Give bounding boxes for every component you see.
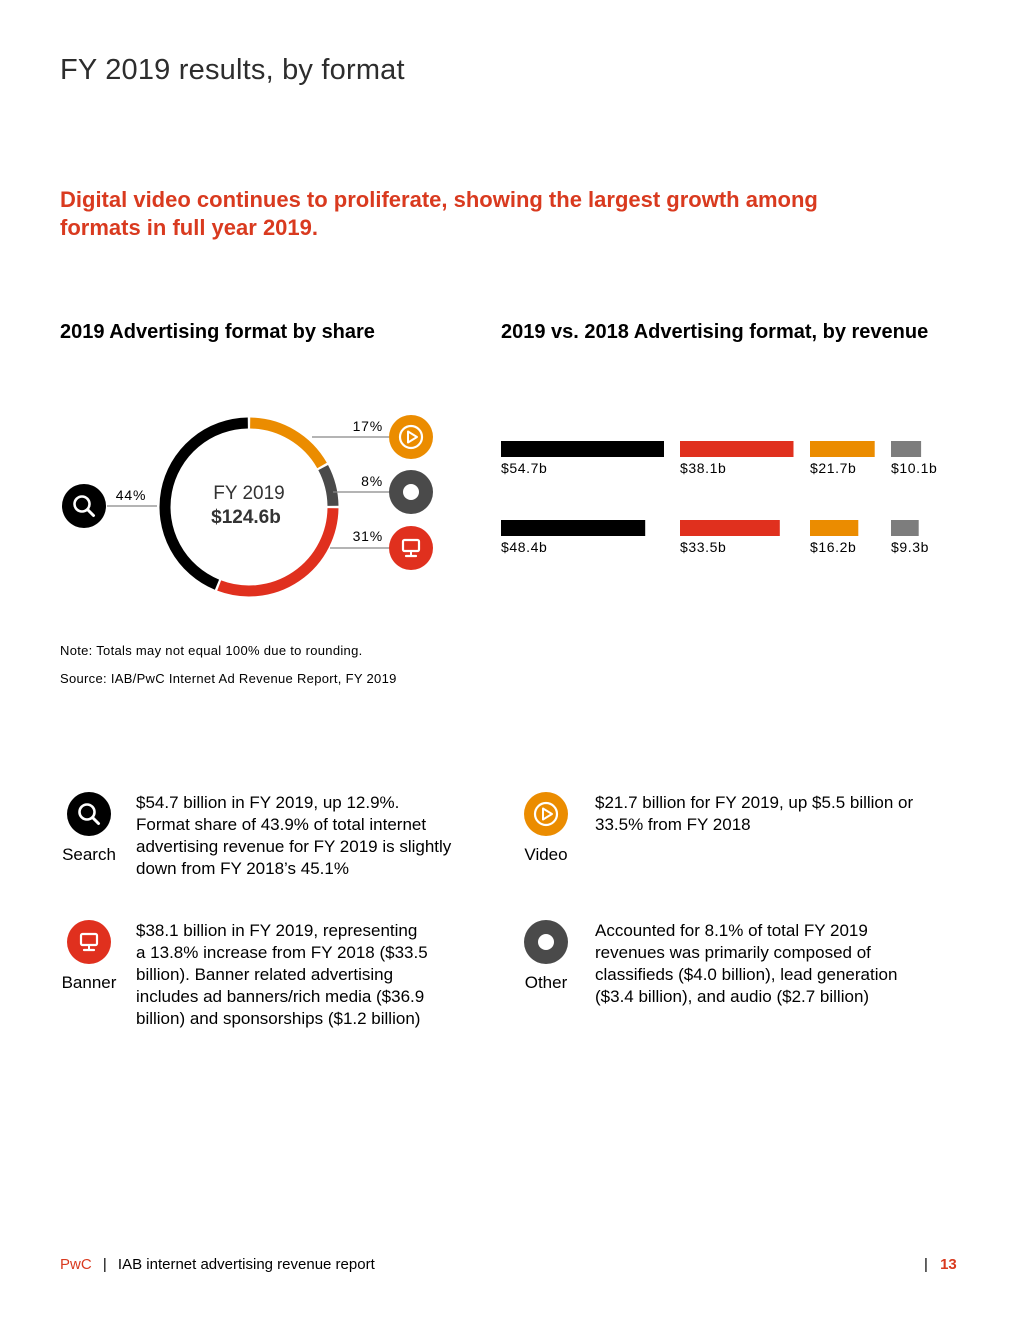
legend-line: 33.5% from FY 2018 [595,815,751,834]
rounding-note: Note: Totals may not equal 100% due to r… [60,643,363,658]
search-icon [67,792,111,836]
legend-label-other: Other [524,973,568,992]
donut-center-label: FY 2019 [213,483,284,504]
search-icon [62,484,106,528]
donut-center-value: $124.6b [211,507,281,528]
slice-label-other: 8% [361,473,383,489]
footer-separator: | [102,1256,107,1273]
footer: PwC | IAB internet advertising revenue r… [60,1256,375,1273]
bar-label-other-2: $9.3b [891,539,929,555]
bar-video-2 [810,520,859,536]
footer-page: | 13 [924,1256,957,1273]
legend-line: a 13.8% increase from FY 2018 ($33.5 [136,943,428,962]
headline: Digital video continues to proliferate, … [60,187,818,240]
bar-other-1 [891,441,922,457]
legend-line: billion) and sponsorships ($1.2 billion) [136,1009,421,1028]
donut-chart: 44% 17% 8% 31% FY 2019 $124.6b [62,415,433,597]
legend-text-video: $21.7 billion for FY 2019, up $5.5 billi… [595,792,975,836]
bar-banner-2 [680,520,780,536]
legend-line: classifieds ($4.0 billion), lead generat… [595,965,898,984]
legend-text-banner: $38.1 billion in FY 2019, representing a… [136,920,496,1030]
slice-label-banner: 31% [353,528,383,544]
bar-label-video-1: $21.7b [810,460,856,476]
legend-line: Accounted for 8.1% of total FY 2019 [595,921,868,940]
donut-chart-title: 2019 Advertising format by share [60,321,375,343]
slice-label-video: 17% [353,418,383,434]
legend-label-video: Video [524,845,568,864]
legend-line: advertising revenue for FY 2019 is sligh… [136,837,452,856]
donut-slice-banner [217,508,339,597]
source-note: Source: IAB/PwC Internet Ad Revenue Repo… [60,671,397,686]
footer-page-separator: | [924,1256,928,1273]
legend-line: includes ad banners/rich media ($36.9 [136,987,425,1006]
slice-label-search: 44% [116,487,146,503]
legend-line: ($3.4 billion), and audio ($2.7 billion) [595,987,870,1006]
donut-slice-video [249,417,327,469]
bar-label-search-1: $54.7b [501,460,547,476]
legend-line: down from FY 2018’s 45.1% [136,859,349,878]
monitor-icon [389,526,433,570]
legend-line: $21.7 billion for FY 2019, up $5.5 billi… [595,793,914,812]
bar-label-search-2: $48.4b [501,539,547,555]
footer-brand: PwC [60,1256,92,1273]
page-title: FY 2019 results, by format [60,54,405,86]
legend-label-banner: Banner [61,973,117,992]
legend-line: revenues was primarily composed of [595,943,871,962]
play-icon [389,415,433,459]
bar-chart: $54.7b $38.1b $21.7b $10.1b $48.4b $33.5b $16.… [501,441,937,555]
disc-icon [389,470,433,514]
legend-line: $54.7 billion in FY 2019, up 12.9%. [136,793,400,812]
bar-video-1 [810,441,875,457]
legend-line: billion). Banner related advertising [136,965,394,984]
bar-other-2 [891,520,919,536]
legend-line: $38.1 billion in FY 2019, representing [136,921,418,940]
bar-search-2 [501,520,646,536]
bar-label-video-2: $16.2b [810,539,856,555]
monitor-icon [67,920,111,964]
bar-label-banner-1: $38.1b [680,460,726,476]
legend-text-other: Accounted for 8.1% of total FY 2019 reve… [595,920,975,1008]
page-number: 13 [940,1256,957,1273]
legend-line: Format share of 43.9% of total internet [136,815,427,834]
disc-icon [524,920,568,964]
footer-report-name: IAB internet advertising revenue report [117,1256,375,1273]
bar-chart-title: 2019 vs. 2018 Advertising format, by rev… [501,321,929,343]
bar-label-banner-2: $33.5b [680,539,726,555]
bar-label-other-1: $10.1b [891,460,937,476]
play-icon [524,792,568,836]
legend-label-search: Search [62,845,116,864]
bar-banner-1 [680,441,794,457]
legend-text-search: $54.7 billion in FY 2019, up 12.9%. Form… [136,792,496,880]
donut-slice-other [318,464,339,507]
donut-slice-search [159,417,248,590]
bar-search-1 [501,441,664,457]
